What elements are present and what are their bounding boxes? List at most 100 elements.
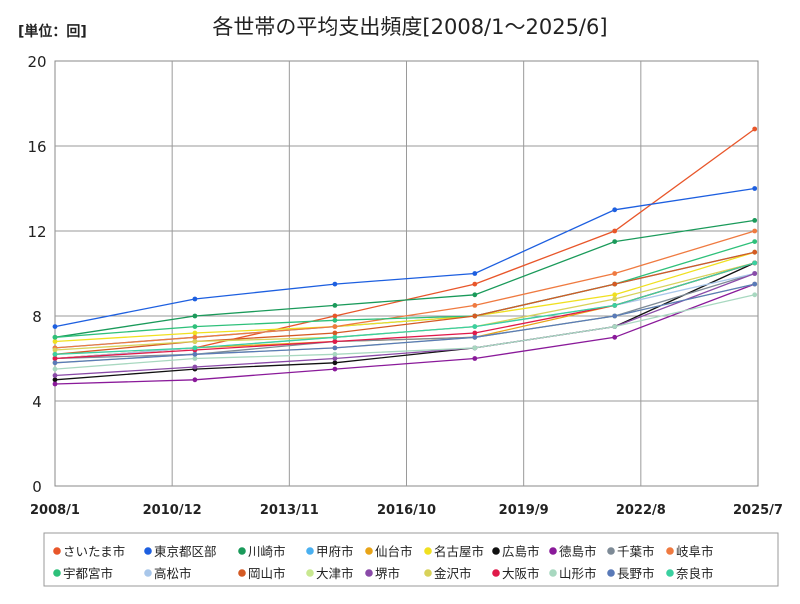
data-point <box>612 281 618 287</box>
legend-marker <box>424 569 432 577</box>
x-tick-label: 2013/11 <box>260 503 319 518</box>
series <box>52 281 758 366</box>
legend-item: 長野市 <box>607 566 655 581</box>
legend-marker <box>666 569 674 577</box>
legend-marker <box>144 547 152 555</box>
data-point <box>752 281 758 287</box>
data-point <box>612 207 618 213</box>
x-tick-label: 2010/12 <box>143 503 202 518</box>
data-point <box>472 313 478 319</box>
data-point <box>332 317 338 323</box>
legend-label: 川崎市 <box>248 544 286 559</box>
legend-label: 大阪市 <box>502 566 540 581</box>
data-point <box>472 334 478 340</box>
legend-marker <box>53 569 61 577</box>
legend-label: 名古屋市 <box>434 544 484 559</box>
x-tick-label: 2025/7 <box>733 503 783 518</box>
data-point <box>192 351 198 357</box>
legend-label: 岡山市 <box>248 566 286 581</box>
data-point <box>332 366 338 372</box>
data-point <box>332 339 338 344</box>
data-point <box>752 271 758 276</box>
legend-item: 岐阜市 <box>666 544 714 559</box>
legend-marker <box>238 547 246 555</box>
legend-marker <box>238 569 246 577</box>
legend-label: 甲府市 <box>316 544 354 559</box>
data-point <box>612 292 618 298</box>
x-tick-label: 2019/9 <box>499 503 549 518</box>
legend-label: 金沢市 <box>434 566 472 581</box>
series <box>52 292 758 372</box>
legend-label: 徳島市 <box>559 544 597 559</box>
series-line <box>54 262 755 381</box>
legend-item: 東京都区部 <box>144 544 217 559</box>
series-line <box>54 262 755 355</box>
data-point <box>752 249 758 255</box>
data-point <box>192 330 198 336</box>
data-point <box>472 345 478 351</box>
series <box>52 260 758 357</box>
legend-label: 奈良市 <box>676 566 714 581</box>
legend-item: 千葉市 <box>607 544 655 559</box>
data-point <box>472 281 478 287</box>
legend-item: 宇都宮市 <box>53 566 113 581</box>
legend-item: 川崎市 <box>238 544 286 559</box>
series-line <box>54 272 755 377</box>
data-point <box>612 239 618 245</box>
data-point <box>612 228 618 234</box>
y-tick-label: 4 <box>32 393 42 411</box>
series <box>52 186 758 329</box>
legend-item: 名古屋市 <box>424 544 484 559</box>
legend-marker <box>144 569 152 577</box>
legend-label: 高松市 <box>154 566 192 581</box>
x-tick-label: 2022/8 <box>616 503 666 518</box>
series-line <box>54 187 755 328</box>
series-line <box>54 272 755 360</box>
data-point <box>612 313 618 319</box>
y-tick-label: 0 <box>32 478 42 496</box>
legend-item: 堺市 <box>365 566 400 581</box>
data-point <box>752 218 758 223</box>
legend-item: 大津市 <box>306 566 354 581</box>
data-point <box>192 334 198 340</box>
legend-marker <box>549 569 557 577</box>
data-point <box>752 228 758 234</box>
data-point <box>52 377 58 383</box>
series-line <box>54 251 755 343</box>
data-point <box>332 330 338 336</box>
data-point <box>332 334 338 340</box>
data-point <box>472 303 478 308</box>
y-tick-label: 16 <box>27 138 46 156</box>
series-line <box>54 251 755 355</box>
legend-item: 甲府市 <box>306 544 354 559</box>
data-point <box>192 356 198 361</box>
series-line <box>54 230 755 349</box>
data-point <box>332 356 338 361</box>
data-point <box>332 345 338 351</box>
data-point <box>332 303 338 308</box>
data-point <box>52 351 58 357</box>
legend-item: 奈良市 <box>666 566 714 581</box>
legend-marker <box>549 547 557 555</box>
legend-marker <box>306 569 314 577</box>
y-tick-label: 20 <box>27 53 46 71</box>
data-point <box>752 292 758 298</box>
legend-item: 大阪市 <box>492 566 540 581</box>
data-point <box>332 351 338 357</box>
data-point <box>612 334 618 340</box>
data-point <box>192 377 198 383</box>
legend-marker <box>306 547 314 555</box>
data-point <box>52 366 58 372</box>
series-line <box>54 240 755 338</box>
data-point <box>612 303 618 308</box>
legend-label: 堺市 <box>375 566 400 581</box>
legend-label: 千葉市 <box>617 544 655 559</box>
series-line <box>54 283 755 364</box>
data-point <box>472 356 478 361</box>
data-point <box>52 373 58 378</box>
legend-marker <box>492 547 500 555</box>
legend-item: 金沢市 <box>424 566 472 581</box>
x-tick-label: 2008/1 <box>30 503 80 518</box>
legend-label: 山形市 <box>559 566 597 581</box>
